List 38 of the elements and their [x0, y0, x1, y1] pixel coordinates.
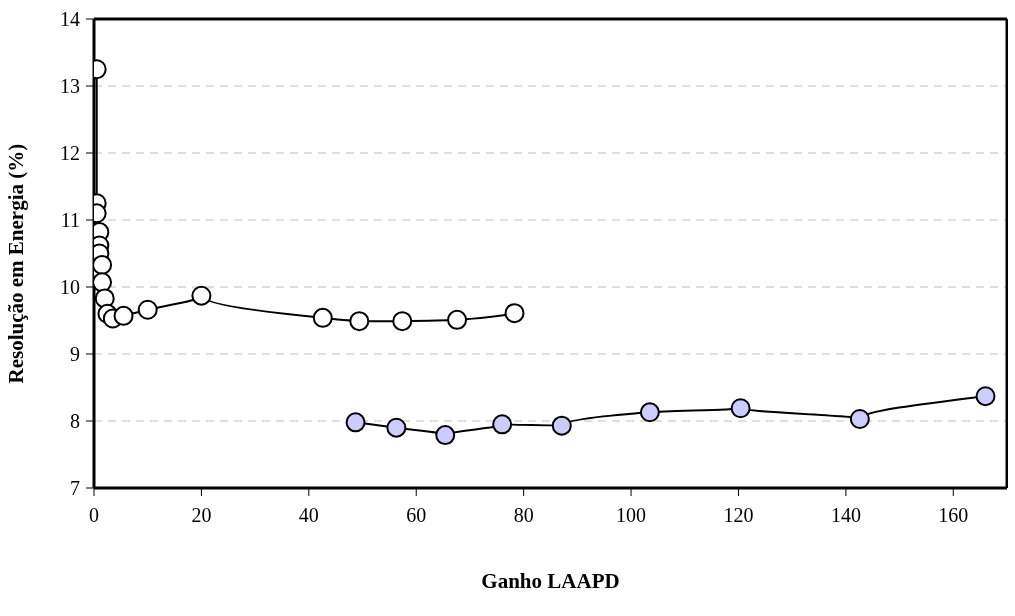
y-axis-title: Resolução em Energia (%): [4, 143, 29, 384]
y-tick-label: 12: [60, 142, 80, 165]
point: [94, 254, 113, 275]
point: [975, 386, 996, 407]
x-tick-label: 60: [406, 504, 427, 527]
point: [504, 303, 525, 324]
point: [447, 309, 468, 330]
point: [386, 417, 407, 438]
y-tick-label: 10: [60, 276, 80, 299]
x-axis-title: Ganho LAAPD: [481, 569, 620, 593]
point: [113, 305, 134, 326]
point: [492, 414, 513, 435]
x-tick-label: 20: [191, 504, 212, 527]
x-tick-label: 0: [89, 504, 99, 527]
x-tick-label: 100: [616, 504, 647, 527]
point: [849, 408, 870, 429]
y-tick-label: 13: [60, 75, 80, 98]
x-tick-label: 140: [830, 504, 861, 527]
y-tick-label: 14: [60, 8, 80, 31]
point: [730, 398, 751, 419]
y-tick-label: 8: [70, 410, 80, 433]
point: [435, 425, 456, 446]
y-tick-label: 11: [60, 209, 80, 232]
x-tick-label: 80: [513, 504, 534, 527]
point: [392, 311, 413, 332]
point: [137, 299, 158, 320]
x-tick-label: 120: [723, 504, 754, 527]
point: [312, 307, 333, 328]
point: [349, 311, 370, 332]
point: [345, 412, 366, 433]
x-tick-label: 160: [938, 504, 969, 527]
y-tick-label: 9: [70, 343, 80, 366]
point: [94, 272, 113, 293]
x-tick-label: 40: [298, 504, 319, 527]
point: [191, 285, 212, 306]
y-tick-label: 7: [70, 477, 80, 500]
point: [551, 415, 572, 436]
point: [639, 402, 660, 423]
